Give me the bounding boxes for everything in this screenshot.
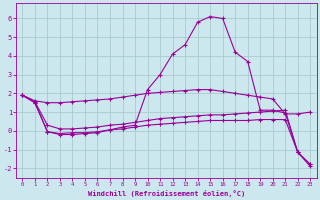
X-axis label: Windchill (Refroidissement éolien,°C): Windchill (Refroidissement éolien,°C) (88, 190, 245, 197)
